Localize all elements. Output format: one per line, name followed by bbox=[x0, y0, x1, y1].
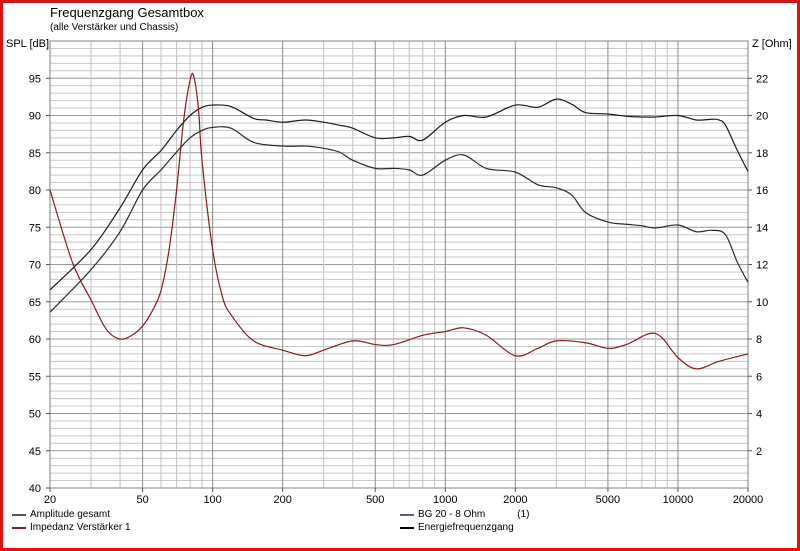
y2-tick-label: 10 bbox=[756, 297, 768, 309]
legend-swatch bbox=[400, 513, 414, 516]
y2-axis-label: Z [Ohm] bbox=[752, 38, 792, 50]
x-tick-label: 1000 bbox=[433, 494, 457, 506]
y2-tick-label: 2 bbox=[756, 446, 762, 458]
x-tick-label: 20 bbox=[44, 494, 56, 506]
x-tick-label: 5000 bbox=[596, 494, 620, 506]
legend-label: Energiefrequenzgang bbox=[418, 522, 514, 533]
x-tick-label: 100 bbox=[203, 494, 221, 506]
y-axis-label: SPL [dB] bbox=[6, 38, 50, 50]
x-tick-label: 200 bbox=[273, 494, 291, 506]
legend-item: Energiefrequenzgang bbox=[400, 522, 514, 533]
legend-swatch bbox=[400, 526, 414, 529]
y2-tick-label: 4 bbox=[756, 409, 762, 421]
x-tick-label: 500 bbox=[366, 494, 384, 506]
y2-tick-label: 8 bbox=[756, 334, 762, 346]
x-tick-label: 50 bbox=[136, 494, 148, 506]
series-line-amplitude-gesamt bbox=[49, 126, 749, 313]
y-tick-label: 90 bbox=[29, 111, 41, 123]
x-tick-label: 20000 bbox=[733, 494, 764, 506]
legend-label: Impedanz Verstärker 1 bbox=[30, 522, 131, 533]
y-tick-label: 85 bbox=[29, 148, 41, 160]
legend-swatch bbox=[12, 526, 26, 529]
y-tick-label: 65 bbox=[29, 297, 41, 309]
legend-item: Amplitude gesamt bbox=[12, 509, 110, 520]
y2-tick-label: 14 bbox=[756, 222, 768, 234]
series-line-energiefrequenzgang bbox=[49, 98, 749, 291]
y2-tick-label: 18 bbox=[756, 148, 768, 160]
y-tick-label: 60 bbox=[29, 334, 41, 346]
y2-tick-label: 22 bbox=[756, 73, 768, 85]
legend-label: BG 20 - 8 Ohm bbox=[418, 509, 486, 520]
y2-tick-label: 20 bbox=[756, 111, 768, 123]
y-tick-label: 55 bbox=[29, 371, 41, 383]
x-tick-label: 10000 bbox=[663, 494, 694, 506]
y2-tick-label: 16 bbox=[756, 185, 768, 197]
legend-note: (1) bbox=[517, 509, 530, 520]
x-tick-label: 2000 bbox=[503, 494, 527, 506]
y-tick-label: 95 bbox=[29, 73, 41, 85]
y-tick-label: 45 bbox=[29, 446, 41, 458]
y-tick-label: 50 bbox=[29, 409, 41, 421]
legend-label: Amplitude gesamt bbox=[30, 509, 111, 520]
y-tick-label: 70 bbox=[29, 260, 41, 272]
legend-item: Impedanz Verstärker 1 bbox=[12, 522, 131, 533]
chart-subtitle: (alle Verstärker und Chassis) bbox=[50, 22, 179, 33]
y2-tick-label: 6 bbox=[756, 371, 762, 383]
legend-item: BG 20 - 8 Ohm (1) bbox=[400, 509, 529, 520]
y-tick-label: 80 bbox=[29, 185, 41, 197]
y-tick-label: 40 bbox=[29, 483, 41, 495]
series-line-impedanz-verst-rker-1 bbox=[49, 72, 749, 370]
y-tick-label: 75 bbox=[29, 222, 41, 234]
legend-swatch bbox=[12, 513, 26, 516]
y2-tick-label: 12 bbox=[756, 260, 768, 272]
chart-title: Frequenzgang Gesamtbox bbox=[50, 5, 204, 20]
